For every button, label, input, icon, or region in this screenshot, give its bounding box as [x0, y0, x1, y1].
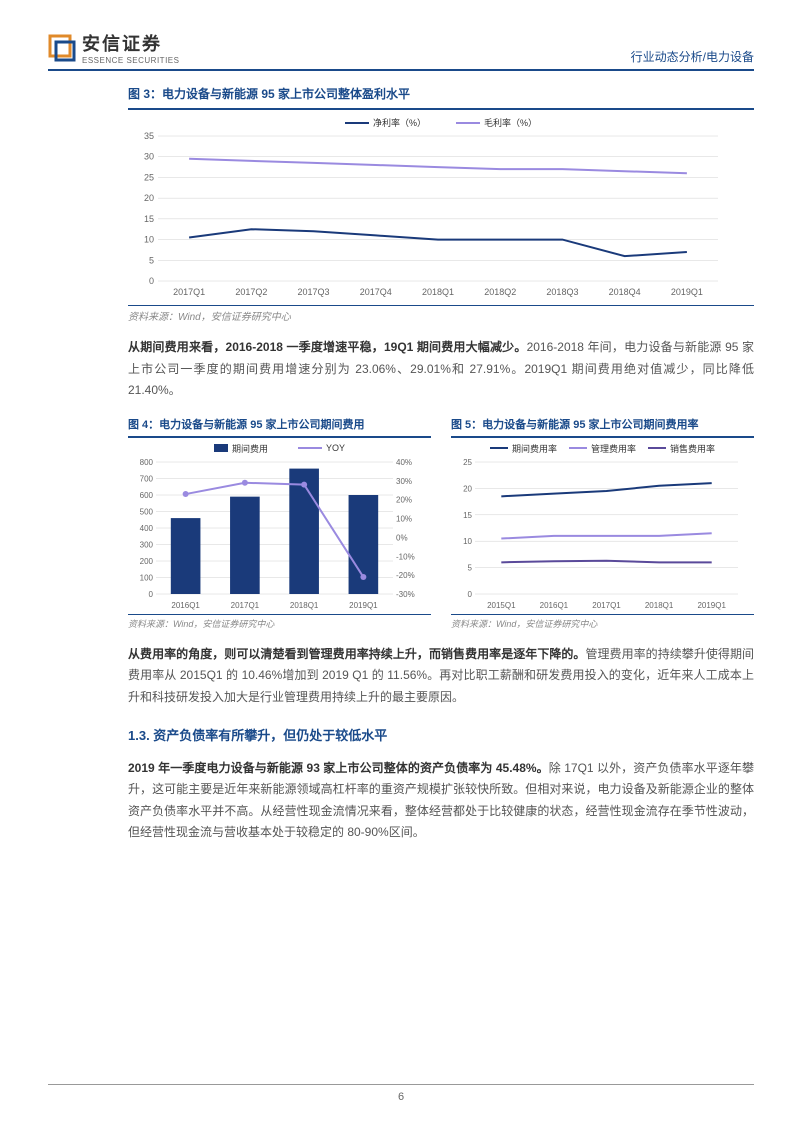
svg-text:35: 35 [144, 131, 154, 141]
svg-text:2018Q1: 2018Q1 [645, 601, 674, 610]
svg-text:25: 25 [144, 172, 154, 182]
svg-text:2015Q1: 2015Q1 [487, 601, 516, 610]
page-header: 安信证券 ESSENCE SECURITIES 行业动态分析/电力设备 [48, 30, 754, 71]
svg-text:700: 700 [140, 474, 154, 483]
chart5-legend-item-2: 管理费用率 [569, 442, 636, 455]
chart3-plot: 0 5 10 15 20 25 30 35 2017Q1 2017Q2 2017Q3 2017Q4 20… [128, 131, 728, 301]
chart4-legend-line-label: YOY [326, 443, 345, 453]
chart5-legend-label-3: 销售费用率 [670, 442, 715, 455]
chart3-legend-label-1: 净利率（%） [373, 116, 426, 129]
chart4-legend: 期间费用 YOY [128, 440, 431, 457]
svg-text:300: 300 [140, 540, 154, 549]
svg-text:2018Q3: 2018Q3 [546, 287, 578, 297]
svg-text:2017Q3: 2017Q3 [298, 287, 330, 297]
svg-text:2016Q1: 2016Q1 [171, 601, 200, 610]
chart4-legend-line: YOY [298, 442, 345, 455]
svg-text:0: 0 [468, 590, 473, 599]
chart3-container: 净利率（%） 毛利率（%） 0 5 10 15 20 25 30 35 2017Q1 2017Q2… [128, 108, 754, 306]
chart5-container: 期间费用率 管理费用率 销售费用率 0 5 10 15 20 25 2015Q1 2016Q1… [451, 436, 754, 615]
document-category: 行业动态分析/电力设备 [631, 48, 754, 65]
svg-text:200: 200 [140, 557, 154, 566]
company-logo: 安信证券 ESSENCE SECURITIES [48, 30, 179, 65]
paragraph-1: 从期间费用来看，2016-2018 一季度增速平稳，19Q1 期间费用大幅减少。… [128, 337, 754, 402]
page-footer: 6 [48, 1084, 754, 1103]
paragraph-2: 从费用率的角度，则可以清楚看到管理费用率持续上升，而销售费用率是逐年下降的。管理… [128, 644, 754, 709]
svg-text:2017Q4: 2017Q4 [360, 287, 392, 297]
svg-text:5: 5 [149, 255, 154, 265]
chart3-legend-item-1: 净利率（%） [345, 116, 426, 129]
chart5-legend-item-1: 期间费用率 [490, 442, 557, 455]
chart5-title: 图 5：电力设备与新能源 95 家上市公司期间费用率 [451, 416, 754, 432]
chart5-legend-label-1: 期间费用率 [512, 442, 557, 455]
svg-text:15: 15 [144, 214, 154, 224]
chart4-legend-bar: 期间费用 [214, 442, 268, 455]
page-number: 6 [398, 1091, 404, 1103]
company-name-cn: 安信证券 [82, 30, 179, 56]
paragraph-2-bold: 从费用率的角度，则可以清楚看到管理费用率持续上升，而销售费用率是逐年下降的。 [128, 647, 585, 661]
svg-text:10: 10 [144, 235, 154, 245]
svg-text:600: 600 [140, 491, 154, 500]
chart5-legend-item-3: 销售费用率 [648, 442, 715, 455]
svg-text:2016Q1: 2016Q1 [540, 601, 569, 610]
chart4-title: 图 4：电力设备与新能源 95 家上市公司期间费用 [128, 416, 431, 432]
chart3-source: 资料来源：Wind，安信证券研究中心 [128, 308, 754, 323]
chart5-col: 图 5：电力设备与新能源 95 家上市公司期间费用率 期间费用率 管理费用率 销… [451, 416, 754, 630]
chart5-legend: 期间费用率 管理费用率 销售费用率 [451, 440, 754, 457]
svg-text:10: 10 [463, 537, 472, 546]
chart3-legend-item-2: 毛利率（%） [456, 116, 537, 129]
svg-text:400: 400 [140, 524, 154, 533]
svg-text:10%: 10% [396, 514, 412, 523]
paragraph-1-bold: 从期间费用来看，2016-2018 一季度增速平稳，19Q1 期间费用大幅减少。 [128, 340, 527, 354]
paragraph-3: 2019 年一季度电力设备与新能源 93 家上市公司整体的资产负债率为 45.4… [128, 758, 754, 844]
svg-text:30%: 30% [396, 477, 412, 486]
chart-row-4-5: 图 4：电力设备与新能源 95 家上市公司期间费用 期间费用 YOY 01002… [128, 416, 754, 630]
svg-text:0%: 0% [396, 533, 408, 542]
svg-text:2018Q1: 2018Q1 [422, 287, 454, 297]
svg-text:20: 20 [144, 193, 154, 203]
chart5-source: 资料来源：Wind，安信证券研究中心 [451, 617, 754, 630]
svg-text:30: 30 [144, 152, 154, 162]
paragraph-3-bold: 2019 年一季度电力设备与新能源 93 家上市公司整体的资产负债率为 45.4… [128, 761, 549, 775]
svg-text:-20%: -20% [396, 571, 415, 580]
chart4-container: 期间费用 YOY 0 100 200 300 400 500 600 700 800 -30% -2… [128, 436, 431, 615]
svg-text:0: 0 [149, 276, 154, 286]
svg-text:20%: 20% [396, 495, 412, 504]
company-name-en: ESSENCE SECURITIES [82, 56, 179, 65]
svg-text:25: 25 [463, 458, 472, 467]
svg-text:800: 800 [140, 458, 154, 467]
svg-text:15: 15 [463, 511, 472, 520]
svg-text:40%: 40% [396, 458, 412, 467]
svg-text:2019Q1: 2019Q1 [697, 601, 726, 610]
chart5-plot: 0 5 10 15 20 25 2015Q1 2016Q1 2017Q1 2018Q1 2019Q1 [451, 457, 746, 612]
svg-text:2019Q1: 2019Q1 [671, 287, 703, 297]
svg-text:2018Q2: 2018Q2 [484, 287, 516, 297]
svg-text:2017Q1: 2017Q1 [231, 601, 260, 610]
svg-text:2017Q2: 2017Q2 [235, 287, 267, 297]
svg-text:5: 5 [468, 563, 473, 572]
svg-text:2019Q1: 2019Q1 [349, 601, 378, 610]
svg-text:-30%: -30% [396, 590, 415, 599]
chart3-title: 图 3：电力设备与新能源 95 家上市公司整体盈利水平 [48, 85, 754, 102]
svg-text:2018Q1: 2018Q1 [290, 601, 319, 610]
section-1-3-heading: 1.3. 资产负债率有所攀升，但仍处于较低水平 [128, 725, 754, 744]
svg-text:-10%: -10% [396, 552, 415, 561]
svg-text:2018Q4: 2018Q4 [609, 287, 641, 297]
svg-text:500: 500 [140, 507, 154, 516]
svg-text:0: 0 [149, 590, 154, 599]
svg-text:100: 100 [140, 573, 154, 582]
chart4-source: 资料来源：Wind，安信证券研究中心 [128, 617, 431, 630]
chart3-legend-label-2: 毛利率（%） [484, 116, 537, 129]
chart5-legend-label-2: 管理费用率 [591, 442, 636, 455]
logo-icon [48, 34, 76, 62]
svg-text:2017Q1: 2017Q1 [592, 601, 621, 610]
svg-text:2017Q1: 2017Q1 [173, 287, 205, 297]
chart4-col: 图 4：电力设备与新能源 95 家上市公司期间费用 期间费用 YOY 0 100 2… [128, 416, 431, 630]
chart3-legend: 净利率（%） 毛利率（%） [128, 114, 754, 131]
chart4-legend-bar-label: 期间费用 [232, 442, 268, 455]
chart4-plot: 0 100 200 300 400 500 600 700 800 -30% -20% -10% 0% 1… [128, 457, 423, 612]
svg-text:20: 20 [463, 484, 472, 493]
